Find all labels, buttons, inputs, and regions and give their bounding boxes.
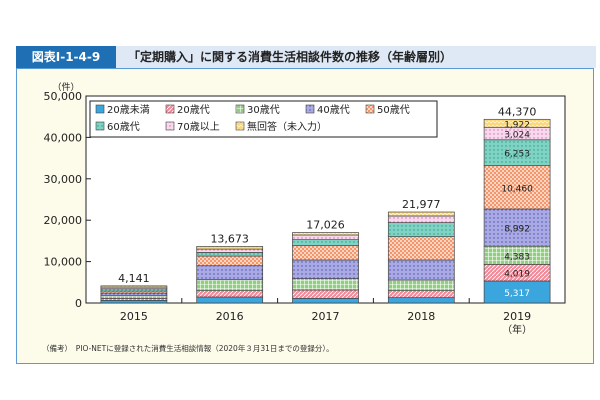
legend-label: 20歳代 — [177, 104, 210, 116]
bar-segment-2017-6 — [292, 234, 359, 241]
bar-segment-2017-1 — [292, 289, 359, 299]
legend-swatch — [165, 104, 175, 114]
legend-swatch — [235, 121, 245, 131]
legend — [89, 100, 438, 138]
chart-note: （備考） PIO-NETに登録された消費生活相談情報（2020年３月31日までの… — [42, 344, 334, 353]
bar-segment-2016-0 — [196, 296, 264, 304]
x-tick-label: 2015 — [120, 310, 148, 323]
bar-segment-2018-2 — [387, 279, 455, 292]
data-label: 8,992 — [504, 225, 530, 235]
title-bar — [16, 46, 596, 68]
data-label: 4,019 — [504, 270, 530, 280]
y-tick-label: 30,000 — [44, 173, 83, 186]
bar-segment-2016-7 — [196, 246, 264, 250]
legend-swatch — [95, 121, 105, 131]
y-tick-label: 40,000 — [44, 131, 83, 144]
legend-label: 60歳代 — [107, 121, 140, 133]
bar-segment-2016-6 — [196, 248, 264, 253]
bar-segment-2018-3 — [387, 259, 455, 281]
bar-segment-2018-4 — [387, 236, 455, 261]
bar-segment-2018-6 — [387, 215, 455, 223]
total-label: 4,141 — [118, 272, 150, 285]
total-label: 44,370 — [498, 105, 537, 118]
legend-label: 50歳代 — [377, 104, 410, 116]
bar-segment-2016-3 — [196, 265, 264, 281]
bar-segment-2018-1 — [387, 290, 455, 299]
total-label: 17,026 — [306, 219, 345, 232]
bar-segment-2019-5 — [483, 139, 551, 167]
x-tick-label: 2016 — [216, 310, 244, 323]
x-axis-label: （年） — [502, 323, 532, 336]
legend-swatch — [95, 104, 105, 114]
x-tick-label: 2019 — [503, 310, 531, 323]
bar-segment-2017-4 — [292, 245, 359, 261]
y-tick-label: 0 — [75, 297, 82, 310]
bar-segment-2017-7 — [292, 232, 359, 236]
total-label: 13,673 — [210, 232, 249, 245]
y-axis-label: （件） — [52, 81, 79, 93]
bar-segment-2018-7 — [387, 211, 455, 217]
y-tick-label: 50,000 — [44, 90, 83, 103]
y-tick-label: 20,000 — [44, 214, 83, 227]
legend-label: 70歳以上 — [177, 121, 220, 133]
bar-segment-2016-1 — [196, 290, 264, 298]
total-label: 21,977 — [402, 198, 441, 211]
bar-segment-2019-4 — [483, 165, 551, 210]
data-label: 3,024 — [504, 131, 530, 141]
bar-segment-2017-2 — [292, 278, 359, 291]
legend-label: 30歳代 — [247, 104, 280, 116]
bar-segment-2015-3 — [100, 292, 168, 297]
chart-title: 「定期購入」に関する消費生活相談件数の推移（年齢層別） — [128, 50, 453, 64]
bar-segment-2017-3 — [292, 259, 359, 280]
bar-segment-2019-7 — [483, 118, 551, 128]
data-label: 4,383 — [504, 252, 530, 262]
bar-segment-2018-5 — [387, 222, 455, 237]
bar-segment-2017-5 — [292, 239, 359, 247]
bar-segment-2016-2 — [196, 279, 264, 292]
legend-swatch — [235, 104, 245, 114]
data-label: 5,317 — [504, 289, 530, 299]
bar-segment-2018-0 — [387, 297, 455, 304]
legend-swatch — [365, 104, 375, 114]
legend-swatch — [305, 104, 315, 114]
data-label: 6,253 — [504, 150, 530, 160]
legend-label: 40歳代 — [317, 104, 350, 116]
figure-number: 図表Ⅰ-1-4-9 — [16, 46, 116, 68]
legend-label: 20歳未満 — [107, 104, 150, 116]
x-tick-label: 2018 — [407, 310, 435, 323]
bar-segment-2016-4 — [196, 255, 264, 267]
bar-segment-2016-5 — [196, 252, 264, 257]
bar-segment-2017-0 — [292, 297, 359, 304]
legend-swatch — [165, 121, 175, 131]
x-tick-label: 2017 — [312, 310, 340, 323]
legend-label: 無回答（未入力） — [247, 120, 327, 133]
bar-segment-2015-7 — [100, 285, 168, 288]
bar-segment-2015-0 — [100, 300, 168, 304]
bar-segment-2015-2 — [100, 295, 168, 299]
data-label: 10,460 — [501, 184, 533, 194]
data-label: 1,922 — [504, 120, 530, 130]
y-tick-label: 10,000 — [44, 256, 83, 269]
